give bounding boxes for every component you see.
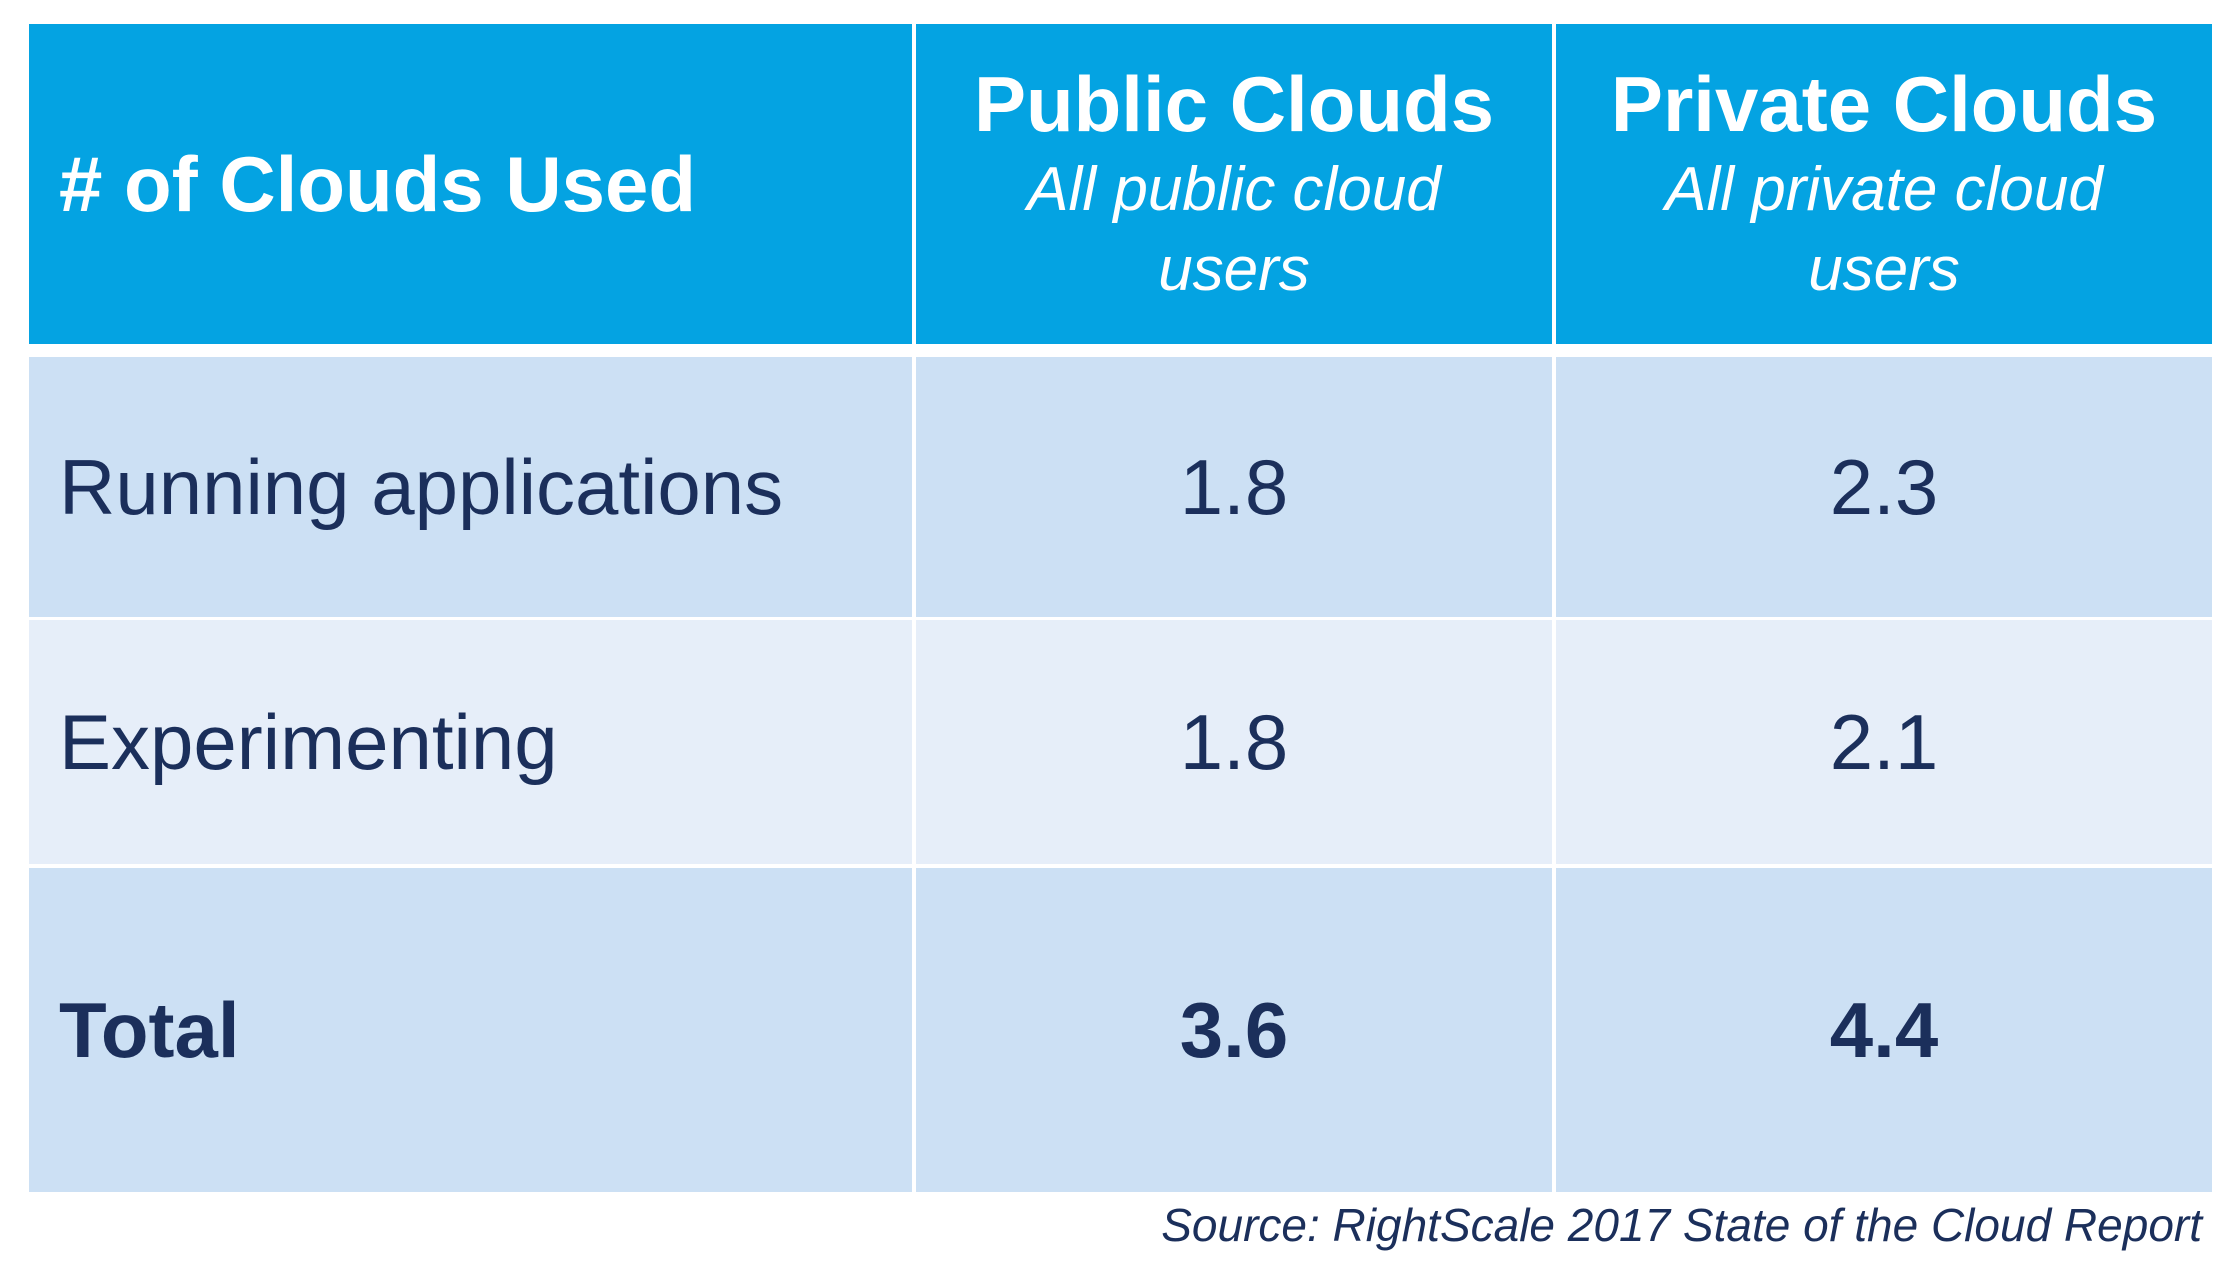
row-label: Experimenting bbox=[29, 620, 912, 864]
row-label: Running applications bbox=[29, 357, 912, 617]
header-subtitle: All public cloud users bbox=[1027, 154, 1441, 304]
cell-public: 1.8 bbox=[916, 357, 1552, 617]
cell-public-total: 3.6 bbox=[916, 868, 1552, 1192]
header-public-clouds: Public Clouds All public cloud users bbox=[916, 24, 1552, 344]
source-note: Source: RightScale 2017 State of the Clo… bbox=[1161, 1199, 2202, 1251]
header-title: Private Clouds bbox=[1610, 59, 2158, 148]
header-private-clouds: Private Clouds All private cloud users bbox=[1556, 24, 2212, 344]
cell-public: 1.8 bbox=[916, 620, 1552, 864]
header-subtitle: All private cloud users bbox=[1665, 154, 2103, 304]
row-label-total: Total bbox=[29, 868, 912, 1192]
header-title: Public Clouds bbox=[973, 59, 1495, 148]
cell-private: 2.1 bbox=[1556, 620, 2212, 864]
cell-private: 2.3 bbox=[1556, 357, 2212, 617]
cell-private-total: 4.4 bbox=[1556, 868, 2212, 1192]
header-row-label: # of Clouds Used bbox=[29, 24, 912, 344]
